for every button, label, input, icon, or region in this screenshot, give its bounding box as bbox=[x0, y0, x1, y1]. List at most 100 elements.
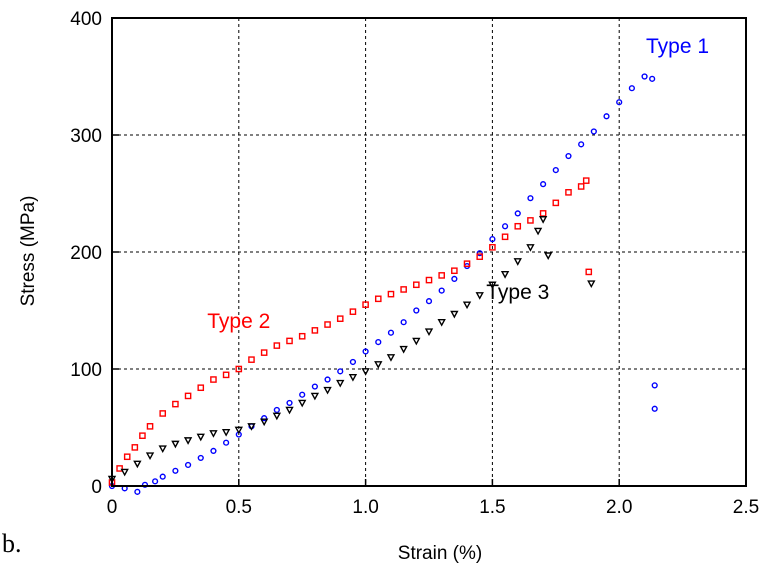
data-point bbox=[424, 328, 434, 337]
data-point bbox=[488, 281, 497, 290]
data-point bbox=[425, 276, 433, 284]
data-point bbox=[310, 392, 320, 401]
data-point bbox=[501, 233, 509, 241]
series-label-type-2: Type 2 bbox=[207, 310, 270, 333]
data-point bbox=[527, 195, 534, 202]
data-point bbox=[374, 361, 383, 369]
data-point bbox=[399, 345, 408, 354]
axis-ticks: 0 0.5 1.0 1.5 2.0 2.5 0 100 200 300 400 bbox=[70, 9, 759, 518]
data-point bbox=[223, 439, 230, 446]
data-point bbox=[285, 406, 294, 415]
y-tick-label: 300 bbox=[70, 126, 102, 147]
data-point bbox=[336, 379, 345, 388]
data-point bbox=[222, 371, 230, 379]
data-point bbox=[651, 405, 658, 412]
data-point bbox=[197, 454, 204, 462]
data-point bbox=[578, 141, 585, 148]
data-point bbox=[628, 85, 635, 92]
data-point bbox=[141, 481, 149, 488]
data-point bbox=[565, 189, 572, 196]
data-point bbox=[247, 423, 256, 431]
data-point bbox=[651, 382, 658, 389]
series-label-type-1: Type 1 bbox=[646, 35, 709, 58]
data-point bbox=[336, 315, 344, 322]
data-point bbox=[152, 478, 159, 485]
data-point bbox=[400, 286, 407, 293]
data-point bbox=[172, 400, 179, 408]
data-point bbox=[552, 167, 559, 174]
data-point bbox=[386, 354, 396, 362]
data-point bbox=[183, 437, 193, 445]
data-point bbox=[349, 358, 357, 366]
y-tick-label: 0 bbox=[91, 477, 102, 498]
data-point bbox=[585, 268, 593, 276]
data-point bbox=[116, 465, 123, 472]
data-point bbox=[210, 376, 217, 383]
data-point bbox=[462, 301, 472, 310]
data-point bbox=[159, 473, 166, 480]
y-tick-label: 100 bbox=[70, 360, 102, 381]
data-point bbox=[139, 432, 146, 439]
data-point bbox=[172, 467, 179, 474]
data-point bbox=[513, 258, 522, 266]
data-point bbox=[582, 177, 590, 184]
data-point bbox=[387, 329, 395, 336]
data-point bbox=[324, 321, 331, 328]
data-point bbox=[349, 308, 357, 315]
data-point bbox=[260, 349, 268, 356]
data-point bbox=[413, 307, 420, 314]
y-tick-label: 200 bbox=[70, 243, 102, 264]
data-point bbox=[540, 181, 547, 188]
data-point bbox=[412, 337, 421, 346]
x-tick-label: 1.0 bbox=[352, 497, 378, 518]
data-point bbox=[209, 430, 218, 438]
data-point bbox=[123, 453, 131, 461]
data-point bbox=[299, 391, 306, 398]
data-point bbox=[489, 236, 496, 243]
data-point bbox=[362, 301, 369, 308]
data-point bbox=[184, 392, 192, 400]
data-point bbox=[514, 222, 522, 230]
data-point bbox=[197, 384, 205, 392]
data-point bbox=[248, 356, 255, 363]
data-point bbox=[171, 440, 180, 449]
data-point bbox=[348, 373, 358, 382]
y-tick-label: 400 bbox=[70, 9, 102, 30]
data-point bbox=[387, 290, 395, 298]
data-point bbox=[413, 281, 420, 289]
data-point bbox=[649, 75, 656, 82]
data-point bbox=[298, 399, 307, 408]
x-tick-label: 0 bbox=[107, 497, 118, 518]
x-axis-label: Strain (%) bbox=[398, 543, 482, 564]
data-point bbox=[437, 319, 446, 327]
data-point bbox=[552, 199, 560, 207]
data-point bbox=[425, 298, 433, 305]
grid-lines bbox=[112, 18, 746, 486]
data-point bbox=[337, 368, 344, 375]
data-point bbox=[273, 406, 280, 414]
data-point bbox=[323, 386, 332, 395]
data-point bbox=[500, 271, 510, 279]
data-point bbox=[221, 428, 231, 437]
data-point bbox=[565, 152, 572, 160]
data-point bbox=[361, 368, 370, 376]
data-point bbox=[438, 272, 445, 279]
data-point bbox=[533, 227, 543, 236]
x-tick-label: 2.5 bbox=[733, 497, 759, 518]
data-point bbox=[616, 99, 623, 106]
series-label-type-3: Type 3 bbox=[486, 281, 549, 304]
data-point bbox=[234, 426, 243, 435]
data-point bbox=[146, 423, 154, 430]
data-point bbox=[235, 365, 243, 373]
data-point bbox=[450, 310, 459, 319]
data-point bbox=[298, 332, 306, 340]
data-point bbox=[133, 460, 142, 469]
data-point bbox=[501, 223, 509, 230]
data-point bbox=[324, 376, 331, 383]
data-point bbox=[603, 113, 610, 120]
data-point bbox=[514, 210, 521, 217]
data-point bbox=[451, 267, 458, 275]
data-point bbox=[476, 250, 483, 257]
data-point bbox=[261, 415, 268, 422]
